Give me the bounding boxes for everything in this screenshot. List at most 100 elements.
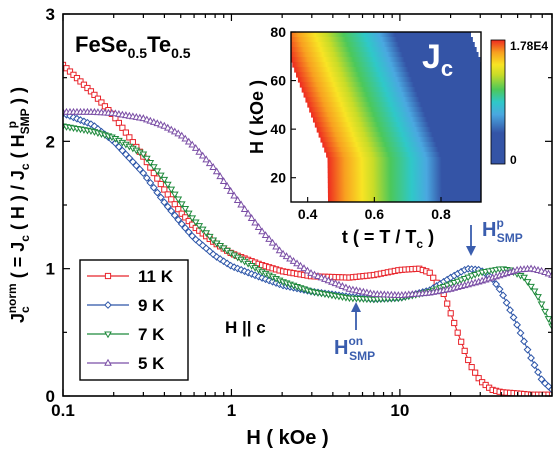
data-point (458, 338, 465, 345)
field-direction-label: H || c (225, 318, 266, 337)
data-point (191, 144, 200, 151)
data-point (184, 228, 193, 236)
data-point (244, 209, 252, 217)
data-point (286, 254, 294, 262)
data-point (153, 168, 162, 176)
x-tick-label: 0.1 (51, 401, 75, 420)
data-point (168, 196, 175, 203)
colorbar-min-label: 0 (510, 153, 517, 167)
inset-x-tick-label: 0.6 (365, 206, 385, 222)
data-point (154, 175, 161, 182)
heatmap-cell (326, 152, 481, 158)
data-point (129, 139, 136, 146)
data-point (114, 142, 123, 151)
legend-label: 7 K (138, 325, 165, 344)
colorbar (490, 39, 506, 165)
data-point (495, 285, 504, 294)
data-point (146, 178, 155, 187)
data-point (170, 127, 179, 135)
data-point (163, 181, 172, 189)
heatmap-cell (322, 142, 481, 148)
data-point (118, 146, 127, 155)
data-point (513, 320, 521, 329)
data-point (115, 119, 122, 127)
axes: 0.1 1 10 0 1 2 3 (46, 5, 553, 420)
data-point (171, 201, 178, 208)
inset-x-axis-label: t ( = T / Tc ) (342, 227, 434, 251)
inset-x-tick-label: 0.8 (431, 206, 451, 222)
heatmap-cell (327, 192, 481, 198)
heatmap-cell (291, 52, 479, 58)
data-point (188, 215, 197, 223)
legend-marker (104, 272, 112, 280)
legend: 11 K 9 K 7 K 5 K (79, 259, 189, 381)
data-point (157, 180, 164, 188)
data-point (91, 91, 98, 98)
data-point (121, 150, 130, 159)
data-point (161, 186, 168, 193)
data-point (520, 274, 528, 282)
inset-y-tick-label: 80 (270, 24, 286, 40)
heatmap-cell (318, 132, 481, 138)
data-point (174, 215, 183, 224)
data-point (181, 134, 190, 142)
data-point (293, 259, 301, 267)
heatmap-cell (307, 102, 481, 108)
data-point (258, 227, 266, 235)
heatmap-cell (327, 162, 481, 168)
data-point (189, 221, 196, 228)
heatmap-cell (299, 82, 481, 88)
data-point (170, 191, 179, 199)
x-axis-label: H ( kOe ) (246, 427, 328, 449)
data-point (149, 183, 158, 192)
data-point (80, 81, 88, 88)
x-tick-label: 1 (227, 401, 236, 420)
legend-item: 5 K (87, 354, 165, 373)
data-point (447, 310, 454, 317)
data-point (122, 129, 129, 136)
inset-y-tick-label: 40 (270, 121, 286, 137)
data-point (272, 242, 280, 250)
data-point (212, 167, 221, 175)
data-point (70, 71, 77, 78)
data-point (534, 368, 542, 377)
data-point (530, 288, 539, 296)
heatmap-cell (327, 187, 481, 193)
heatmap-cell (291, 37, 473, 43)
data-point (139, 169, 148, 178)
data-point (175, 206, 182, 213)
data-point (184, 210, 193, 218)
data-point (177, 220, 186, 228)
data-point (142, 174, 151, 182)
legend-marker (104, 301, 112, 309)
data-point (226, 186, 235, 194)
data-point (94, 95, 102, 102)
data-point (174, 196, 183, 204)
heatmap-cell (314, 122, 481, 128)
data-point (209, 163, 218, 170)
heatmap-cell (328, 197, 481, 202)
heatmap-cell (309, 107, 481, 113)
y-tick-label: 3 (46, 5, 55, 24)
y-tick-label: 0 (46, 387, 55, 406)
data-point (167, 186, 176, 194)
legend-marker (104, 331, 112, 339)
arrow-on-head (351, 302, 361, 312)
data-point (139, 151, 148, 159)
data-point (135, 165, 144, 174)
data-point (468, 364, 475, 371)
heatmap-cell (327, 167, 481, 173)
data-point (202, 155, 211, 163)
inset-frame (290, 31, 482, 203)
heatmap-cell (294, 67, 481, 73)
data-point (492, 280, 501, 289)
heatmap-cell (327, 177, 481, 183)
inset-y-tick-label: 20 (270, 170, 286, 186)
data-point (548, 391, 552, 396)
heatmap-cell (320, 137, 481, 143)
data-point (156, 193, 165, 202)
data-point (153, 188, 162, 197)
data-point (454, 329, 461, 336)
data-point (185, 217, 192, 225)
